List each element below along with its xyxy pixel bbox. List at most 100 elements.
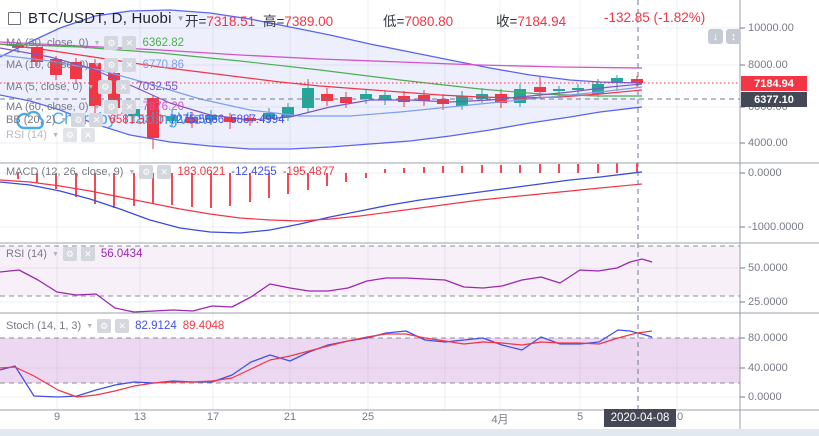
indicator-label[interactable]: Stoch (14, 1, 3) xyxy=(6,320,82,332)
indicator-row-ma10: MA (10, close, 0) ▼ ⚙ ✕ 6770.86 xyxy=(6,58,184,72)
time-axis-label: 25 xyxy=(361,411,375,423)
indicator-label[interactable]: BB (20, 2) xyxy=(6,114,56,126)
tradingview-cloud-icon xyxy=(16,110,44,130)
settings-icon[interactable]: ⚙ xyxy=(104,100,119,114)
indicator-row-macd: MACD (12, 26, close, 9) ▼ ⚙ ✕ 183.0621 -12.42… xyxy=(6,165,334,179)
close-icon[interactable]: ✕ xyxy=(80,247,95,261)
settings-icon[interactable]: ⚙ xyxy=(97,319,112,333)
settings-icon[interactable]: ⚙ xyxy=(62,128,77,142)
chevron-down-icon: ▼ xyxy=(87,83,95,91)
settings-icon[interactable]: ⚙ xyxy=(98,80,113,94)
time-axis-label: 17 xyxy=(206,411,220,423)
ohlc-label: 开= xyxy=(185,14,207,29)
chevron-down-icon: ▼ xyxy=(93,39,101,47)
price-axis-label: 8000.00 xyxy=(748,59,788,71)
time-axis-label: 5 xyxy=(576,411,584,423)
chart-type-icon[interactable] xyxy=(8,11,21,25)
time-axis-label: 9 xyxy=(53,411,61,423)
indicator-label[interactable]: MA (60, close, 0) xyxy=(6,101,89,113)
indicator-row-ma60: MA (60, close, 0) ▼ ⚙ ✕ 7876.20 xyxy=(6,100,184,114)
price-axis-label: 0.0000 xyxy=(748,167,782,179)
ohlc-label: 高= xyxy=(263,14,285,29)
chevron-down-icon: ▼ xyxy=(93,61,101,69)
ohlc-item: 高=7389.00 xyxy=(263,10,333,30)
chevron-down-icon: ▼ xyxy=(86,322,94,330)
close-icon[interactable]: ✕ xyxy=(89,113,104,127)
settings-icon[interactable]: ⚙ xyxy=(62,247,77,261)
indicator-label[interactable]: MACD (12, 26, close, 9) xyxy=(6,166,124,178)
price-axis-label: 10000.00 xyxy=(748,22,794,34)
indicator-value: 6362.82 xyxy=(142,37,185,49)
settings-icon[interactable]: ⚙ xyxy=(71,113,86,127)
indicator-value: -12.4255 xyxy=(231,166,277,178)
settings-icon[interactable]: ⚙ xyxy=(139,165,154,179)
symbol-title[interactable]: BTC/USDT, D, Huobi xyxy=(28,9,172,27)
scroll-down-icon[interactable]: ↓ xyxy=(708,29,723,44)
close-icon[interactable]: ✕ xyxy=(122,58,137,72)
chevron-down-icon: ▼ xyxy=(51,250,59,258)
chevron-down-icon: ▼ xyxy=(128,168,136,176)
chevron-down-icon: ▼ xyxy=(60,116,68,124)
close-icon[interactable]: ✕ xyxy=(157,165,172,179)
price-axis-label: 40.0000 xyxy=(748,362,788,374)
indicator-value: 7275.5666 xyxy=(169,114,225,126)
indicator-row-ma30: MA (30, close, 0) ▼ ⚙ ✕ 6362.82 xyxy=(6,36,184,50)
ohlc-item: 收=7184.94 xyxy=(496,10,566,30)
indicator-row-rsi: RSI (14) ▼ ⚙ ✕ 56.0434 xyxy=(6,247,142,261)
indicator-value: 89.4048 xyxy=(182,320,225,332)
settings-icon[interactable]: ⚙ xyxy=(104,58,119,72)
indicator-value: 82.9124 xyxy=(135,320,177,332)
last-price-badge: 7184.94 xyxy=(741,76,807,91)
chevron-down-icon: ▼ xyxy=(93,103,101,111)
crosshair-date-badge: 2020-04-08 xyxy=(604,409,676,427)
time-axis-label: 13 xyxy=(133,411,147,423)
indicator-row-ma5: MA (5, close, 0) ▼ ⚙ ✕ 7032.55 xyxy=(6,80,178,94)
price-change: -132.85 (-1.82%) xyxy=(604,10,706,25)
indicator-label[interactable]: MA (10, close, 0) xyxy=(6,59,89,71)
indicator-value: -195.4877 xyxy=(282,166,335,178)
close-icon[interactable]: ✕ xyxy=(116,80,131,94)
ohlc-label: 低= xyxy=(383,14,405,29)
ohlc-value: 7184.94 xyxy=(517,14,567,29)
price-axis-label: 50.0000 xyxy=(748,262,788,274)
indicator-value: 7876.20 xyxy=(142,101,185,113)
close-icon[interactable]: ✕ xyxy=(80,128,95,142)
bottom-strip xyxy=(0,429,819,436)
indicator-value: 56.0434 xyxy=(100,248,143,260)
indicator-row-bb: BB (20, 2) ▼ ⚙ ✕ 6581.5330 7275.5666 5887.4994 xyxy=(6,113,285,127)
indicator-value: 6581.5330 xyxy=(109,114,164,126)
indicator-value: 7032.55 xyxy=(136,81,178,93)
ohlc-value: 7080.80 xyxy=(404,14,454,29)
close-icon[interactable]: ✕ xyxy=(115,319,130,333)
indicator-value: 183.0621 xyxy=(177,166,226,178)
indicator-value: 5887.4994 xyxy=(230,114,285,126)
ohlc-item: 低=7080.80 xyxy=(383,10,453,30)
ohlc-value: 7318.51 xyxy=(206,14,256,29)
close-icon[interactable]: ✕ xyxy=(122,36,137,50)
indicator-label[interactable]: MA (30, close, 0) xyxy=(6,37,89,49)
ohlc-value: 7389.00 xyxy=(284,14,334,29)
time-axis-label: 4月 xyxy=(491,414,509,426)
symbol-header: BTC/USDT, D, Huobi ▼ xyxy=(8,8,185,28)
price-axis-label: 0.0000 xyxy=(748,391,782,403)
indicator-label[interactable]: RSI (14) xyxy=(6,129,47,141)
price-axis-label: 80.0000 xyxy=(748,332,788,344)
close-icon[interactable]: ✕ xyxy=(122,100,137,114)
price-axis-label: 25.0000 xyxy=(748,296,788,308)
chevron-down-icon[interactable]: ▼ xyxy=(176,13,185,23)
settings-icon[interactable]: ⚙ xyxy=(104,36,119,50)
auto-scale-icon[interactable]: ↕ xyxy=(726,29,741,44)
indicator-label[interactable]: RSI (14) xyxy=(6,248,47,260)
ohlc-label: 收= xyxy=(496,14,518,29)
crosshair-price-badge: 6377.10 xyxy=(741,92,807,107)
indicator-row-rsi-overlay: RSI (14) ▼ ⚙ ✕ xyxy=(6,128,95,142)
indicator-label[interactable]: MA (5, close, 0) xyxy=(6,81,83,93)
price-axis-label: -1000.0000 xyxy=(748,221,804,233)
ohlc-item: 开=7318.51 xyxy=(185,10,255,30)
chevron-down-icon: ▼ xyxy=(51,131,59,139)
price-axis-label: 4000.00 xyxy=(748,137,788,149)
indicator-value: 6770.86 xyxy=(142,59,185,71)
indicator-row-stoch: Stoch (14, 1, 3) ▼ ⚙ ✕ 82.9124 89.4048 xyxy=(6,319,224,333)
time-axis-label: 21 xyxy=(283,411,297,423)
